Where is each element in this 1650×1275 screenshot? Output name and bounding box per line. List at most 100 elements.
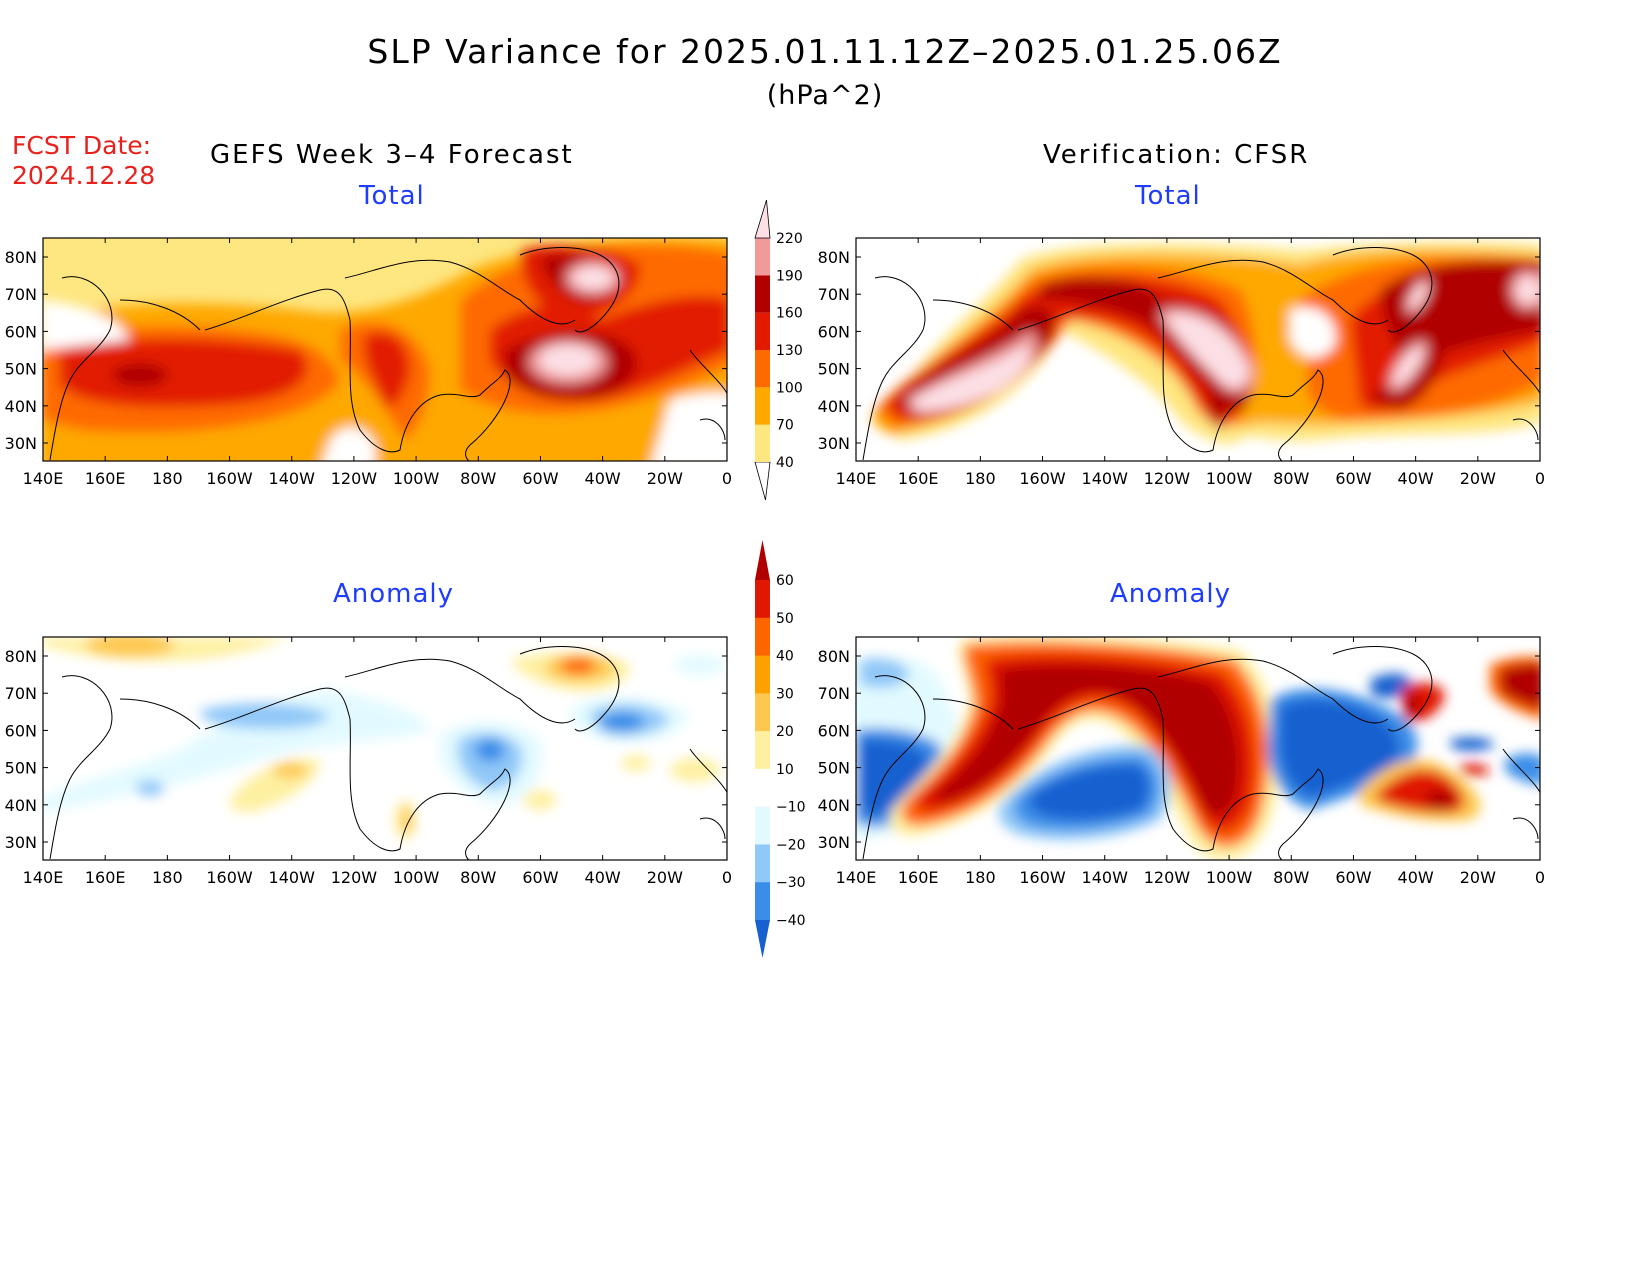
lat-label: 40N	[5, 796, 37, 815]
lon-label: 140E	[836, 469, 877, 488]
colorbar-high-arrow	[754, 199, 771, 239]
lat-label: 70N	[818, 285, 850, 304]
lon-label: 120W	[331, 469, 378, 488]
frame-verif-anomaly	[855, 636, 1541, 861]
colorbar-segment	[755, 844, 770, 883]
lon-label: 100W	[1206, 868, 1253, 887]
colorbar-segment	[755, 275, 770, 313]
colorbar-label: −20	[776, 837, 806, 853]
lon-label: 20W	[647, 469, 683, 488]
lon-label: 180	[965, 868, 996, 887]
lon-label: 160W	[206, 868, 253, 887]
lon-label: 160W	[1019, 469, 1066, 488]
units-label: (hPa^2)	[766, 80, 884, 111]
lat-label: 30N	[818, 434, 850, 453]
colorbar-low-arrow	[754, 461, 771, 501]
lat-label: 50N	[5, 759, 37, 778]
lat-label: 80N	[5, 248, 37, 267]
lat-label: 50N	[818, 759, 850, 778]
frame-forecast-anomaly	[42, 636, 728, 861]
lon-label: 80W	[460, 469, 496, 488]
lon-label: 40W	[1398, 469, 1434, 488]
lon-label: 40W	[585, 868, 621, 887]
colorbar-segment	[755, 882, 770, 921]
total-colorbar: 40 70 100 130 160 190 220	[754, 199, 803, 501]
colorbar-label: 70	[776, 418, 794, 434]
lon-label: 80W	[1273, 868, 1309, 887]
colorbar-segment	[755, 387, 770, 425]
lon-label: 20W	[1460, 868, 1496, 887]
colorbar-segment	[755, 350, 770, 388]
colorbar-label: 50	[776, 611, 794, 627]
lon-label: 160E	[85, 469, 126, 488]
panel-subtitle-forecast-anomaly: Anomaly	[333, 579, 455, 609]
colorbar-label: 190	[776, 268, 803, 284]
panel-subtitle-verif-anomaly: Anomaly	[1110, 579, 1232, 609]
colorbar-segment	[755, 617, 770, 657]
lon-label: 140W	[1082, 469, 1129, 488]
colorbar-label: −40	[776, 913, 806, 929]
forecast-date-label: FCST Date:	[12, 131, 152, 160]
lon-label: 120W	[1144, 868, 1191, 887]
lon-label: 0	[722, 868, 732, 887]
lon-label: 60W	[1335, 868, 1371, 887]
axes-layer: 80N 70N 60N 50N 40N 30N 140E 160E 180 160W 140W 120…	[5, 238, 1545, 887]
colorbar-segment	[755, 768, 770, 808]
frame-forecast-total	[42, 237, 728, 462]
coastlines	[49, 247, 1540, 860]
lat-label: 60N	[818, 322, 850, 341]
lon-label: 160W	[206, 469, 253, 488]
lon-label: 180	[152, 469, 183, 488]
lat-label: 40N	[818, 796, 850, 815]
lat-label: 50N	[5, 360, 37, 379]
colorbar-label: 220	[776, 231, 803, 247]
colorbar-label: 40	[776, 455, 794, 471]
lat-label: 30N	[818, 833, 850, 852]
lon-label: 60W	[522, 868, 558, 887]
panel-subtitle-forecast-total: Total	[359, 181, 425, 211]
lon-label: 80W	[460, 868, 496, 887]
colorbar-label: −10	[776, 800, 806, 816]
lon-label: 140W	[269, 868, 316, 887]
lon-label: 0	[722, 469, 732, 488]
lat-label: 30N	[5, 833, 37, 852]
colorbar-label: 160	[776, 306, 803, 322]
lon-label: 40W	[1398, 868, 1434, 887]
colorbar-segment	[755, 693, 770, 732]
figure-title: SLP Variance for 2025.01.11.12Z–2025.01.…	[367, 32, 1283, 71]
lon-label: 100W	[1206, 469, 1253, 488]
forecast-date-value: 2024.12.28	[12, 161, 156, 190]
lat-label: 60N	[818, 721, 850, 740]
lat-label: 80N	[818, 248, 850, 267]
lon-label: 0	[1535, 868, 1545, 887]
lon-label: 60W	[522, 469, 558, 488]
colorbar-label: 60	[776, 573, 794, 589]
panel-subtitle-verif-total: Total	[1135, 181, 1201, 211]
panel-forecast-anomaly-field	[43, 637, 727, 860]
lon-label: 160W	[1019, 868, 1066, 887]
colorbar-segment	[755, 806, 770, 845]
colorbar-label: −30	[776, 875, 806, 891]
colorbar-segment	[755, 238, 770, 276]
colorbar-low-arrow	[755, 920, 770, 958]
lon-label: 160E	[898, 868, 939, 887]
colorbar-label: 30	[776, 686, 794, 702]
lon-label: 140W	[269, 469, 316, 488]
frame-verif-total	[855, 237, 1541, 462]
lat-label: 80N	[818, 647, 850, 666]
panel-verif-anomaly-field	[856, 637, 1540, 860]
lon-label: 120W	[1144, 469, 1191, 488]
lon-label: 120W	[331, 868, 378, 887]
colorbar-segment	[755, 424, 770, 462]
lon-label: 60W	[1335, 469, 1371, 488]
lon-label: 140E	[23, 469, 64, 488]
lat-label: 40N	[818, 397, 850, 416]
panel-frames	[42, 237, 1541, 861]
lat-label: 70N	[818, 684, 850, 703]
lon-label: 180	[965, 469, 996, 488]
lon-label: 100W	[393, 868, 440, 887]
lon-label: 80W	[1273, 469, 1309, 488]
lon-label: 20W	[1460, 469, 1496, 488]
lat-label: 30N	[5, 434, 37, 453]
